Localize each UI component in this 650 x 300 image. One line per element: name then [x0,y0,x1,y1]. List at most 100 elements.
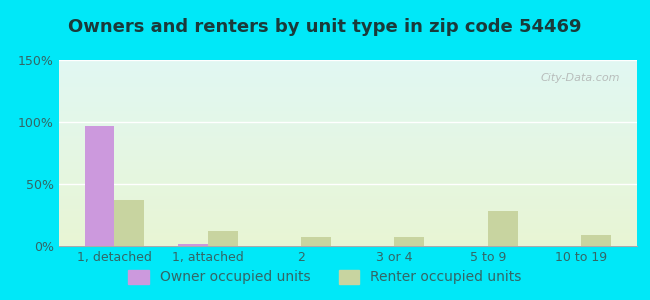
Bar [58,83,637,84]
Bar [58,206,637,207]
Bar [58,183,637,184]
Bar [58,118,637,119]
Bar [58,128,637,129]
Bar [58,217,637,218]
Bar [58,130,637,131]
Bar [58,157,637,158]
Bar [58,188,637,189]
Bar [58,72,637,73]
Bar [58,113,637,114]
Bar [58,178,637,179]
Bar [58,172,637,173]
Bar [58,64,637,66]
Bar [58,70,637,71]
Bar [58,88,637,89]
Bar [58,179,637,180]
Bar [58,77,637,78]
Bar [58,245,637,246]
Bar [58,165,637,166]
Bar [58,127,637,128]
Bar [58,90,637,91]
Bar [58,219,637,220]
Bar [58,84,637,85]
Bar [58,160,637,161]
Bar [58,62,637,63]
Bar [58,106,637,107]
Bar [58,202,637,203]
Bar [58,78,637,79]
Bar [58,216,637,217]
Legend: Owner occupied units, Renter occupied units: Owner occupied units, Renter occupied un… [123,264,527,290]
Bar [208,231,238,246]
Bar [58,144,637,145]
Bar [58,242,637,243]
Bar [58,75,637,76]
Bar [58,238,637,239]
Bar [58,166,637,167]
Bar [58,244,637,245]
Bar [58,98,637,99]
Bar [58,153,637,154]
Bar [58,109,637,110]
Bar [58,243,637,244]
Bar [58,162,637,163]
Bar [58,171,637,172]
Bar [58,193,637,194]
Bar [58,133,637,134]
Bar [58,182,637,183]
Bar [58,105,637,106]
Bar [58,173,637,174]
Bar [58,230,637,231]
Bar [58,189,637,190]
Bar [58,192,637,193]
Bar [58,141,637,142]
Bar [58,191,637,192]
Bar [58,237,637,238]
Bar [58,123,637,124]
Bar [58,86,637,87]
Bar [58,222,637,223]
Bar [301,237,331,246]
Bar [58,159,637,160]
Bar [58,79,637,80]
Bar [58,169,637,170]
Bar [58,232,637,233]
Bar [58,120,637,122]
Bar [58,207,637,208]
Bar [58,200,637,201]
Bar [58,131,637,132]
Bar [58,138,637,139]
Bar [58,73,637,74]
Bar [58,185,637,187]
Bar [58,146,637,147]
Bar [58,163,637,164]
Bar [58,160,637,161]
Bar [58,135,637,136]
Bar [58,154,637,155]
Bar [58,68,637,69]
Bar [58,152,637,153]
Bar [58,103,637,104]
Bar [58,118,637,119]
Bar [58,117,637,118]
Bar [58,151,637,152]
Bar [58,212,637,214]
Bar [58,112,637,113]
Bar [58,132,637,133]
Bar [58,240,637,241]
Bar [58,87,637,88]
Bar [58,85,637,86]
Bar [58,82,637,83]
Bar [58,233,637,234]
Bar [58,126,637,127]
Bar [58,104,637,105]
Bar [58,99,637,100]
Bar [58,231,637,232]
Bar [58,136,637,137]
Text: City-Data.com: City-Data.com [540,73,619,83]
Bar [58,210,637,211]
Bar [58,101,637,102]
Bar [58,108,637,109]
Bar [58,140,637,141]
Bar [58,214,637,215]
